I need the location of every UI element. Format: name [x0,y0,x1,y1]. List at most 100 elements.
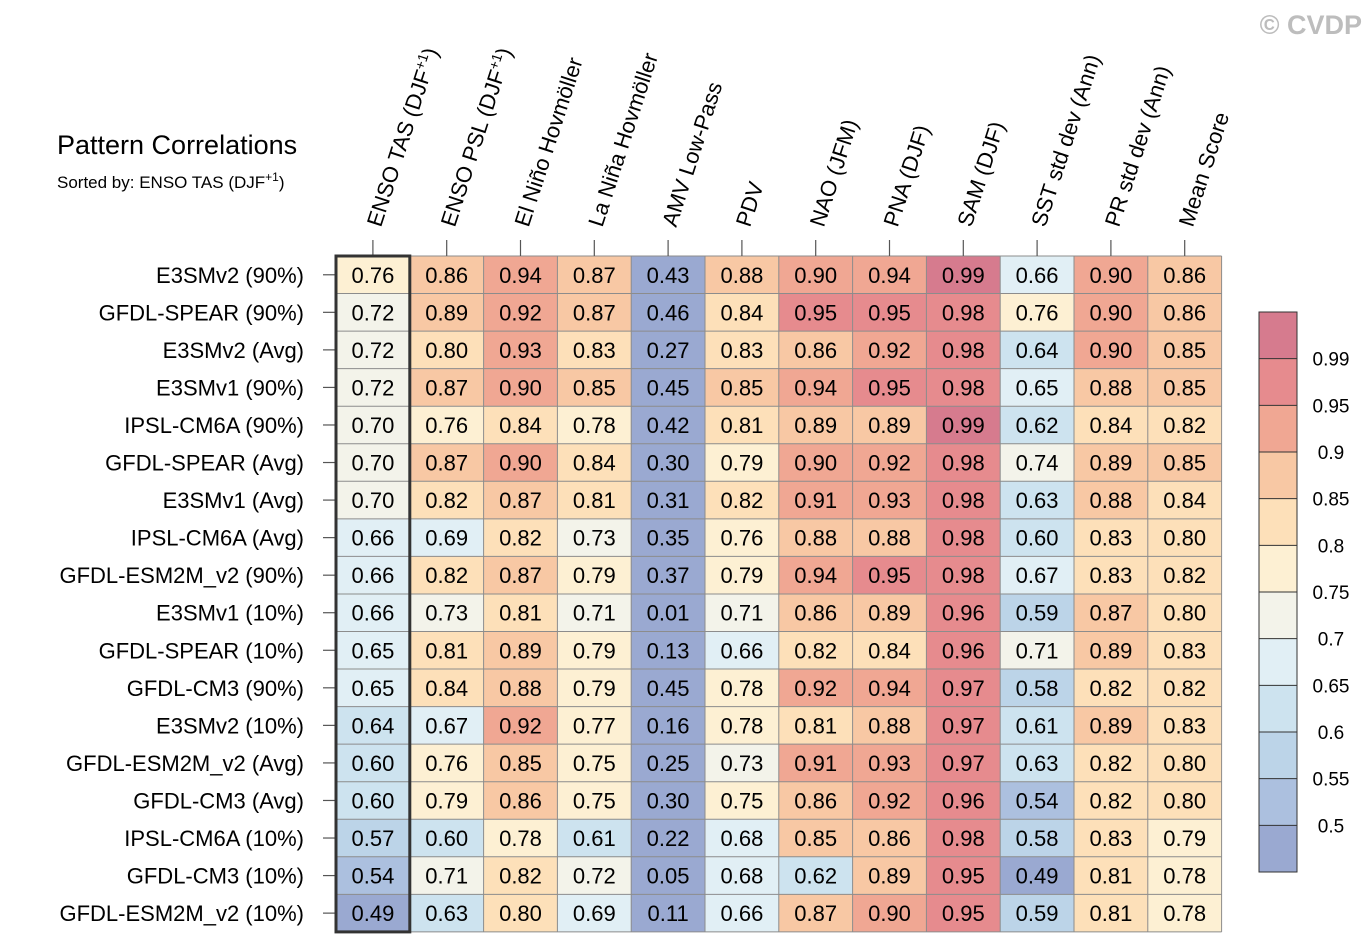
cell-value-label: 0.80 [1163,788,1206,813]
heatmap-cell [483,781,558,820]
heatmap-cell [631,744,705,782]
heatmap-cell [1074,443,1148,482]
cell-value-label: 0.65 [351,676,394,701]
cell-value-label: 0.71 [573,601,616,626]
heatmap-cell [778,819,853,857]
heatmap-cell [852,744,927,782]
cell-value-label: 0.94 [499,263,542,288]
cell-value-label: 0.45 [647,375,690,400]
heatmap-cell [631,631,705,670]
heatmap-cell [1147,331,1222,369]
cell-value-label: 0.79 [720,451,763,476]
cell-value-label: 0.62 [794,864,837,889]
heatmap-cell [483,744,558,782]
cell-value-label: 0.69 [573,901,616,926]
cell-value-label: 0.27 [647,338,690,363]
cell-value-label: 0.11 [648,901,689,926]
cell-value-label: 0.87 [425,451,468,476]
heatmap-cell [705,256,779,294]
cell-value-label: 0.82 [1089,788,1132,813]
cell-value-label: 0.49 [1016,864,1059,889]
cell-value-label: 0.73 [573,526,616,551]
cell-value-label: 0.98 [942,526,985,551]
heatmap-cell [336,481,410,519]
cell-value-label: 0.93 [868,751,911,776]
cell-value-label: 0.78 [499,826,542,851]
heatmap-cell [631,443,705,482]
heatmap-cell [336,744,410,782]
heatmap-cell [1074,706,1148,745]
subtitle-close: ) [279,173,285,192]
cell-value-label: 0.66 [720,638,763,663]
cell-value-label: 0.75 [573,751,616,776]
colorbar-tick-label: 0.5 [1318,816,1344,837]
cell-value-label: 0.90 [499,451,542,476]
heatmap-cell [409,856,484,895]
heatmap-cell [1147,894,1222,932]
cell-value-label: 0.98 [942,451,985,476]
heatmap-cell [483,443,558,482]
heatmap-cell [705,894,779,932]
cell-value-label: 0.90 [794,451,837,476]
cell-value-label: 0.84 [425,676,468,701]
heatmap-cell [336,669,410,707]
cell-value-label: 0.97 [942,751,985,776]
cell-value-label: 0.72 [351,375,394,400]
column-label-text: SST std dev (Ann) [1026,51,1105,229]
cell-value-label: 0.83 [1089,526,1132,551]
cell-value-label: 0.78 [573,413,616,438]
heatmap-cell [336,293,410,332]
heatmap-cell [409,481,484,519]
cell-value-label: 0.92 [868,338,911,363]
row-label: E3SMv2 (10%) [156,713,304,738]
heatmap-cell [705,406,779,444]
cell-value-label: 0.81 [794,713,837,738]
heatmap-cell [926,556,1001,594]
colorbar-box [1259,732,1297,779]
heatmap-cell [852,669,927,707]
cell-value-label: 0.82 [1163,563,1206,588]
cell-value-label: 0.89 [868,864,911,889]
cell-value-label: 0.96 [942,788,985,813]
column-label: El Niño Hovmöller [509,54,587,229]
heatmap-cell [557,706,632,745]
colorbar-tick-label: 0.75 [1313,583,1350,604]
heatmap-cell [1074,331,1148,369]
colorbar-frame [1258,311,1298,873]
cell-value-label: 0.75 [573,788,616,813]
column-label-text: PDV [731,178,769,229]
heatmap-cell [483,669,558,707]
cell-value-label: 0.89 [1089,713,1132,738]
cell-value-label: 0.31 [647,488,690,513]
cell-value-label: 0.85 [794,826,837,851]
colorbar-box [1259,358,1297,406]
cell-value-label: 0.71 [1016,638,1059,663]
heatmap-cell [852,481,927,519]
row-labels: E3SMv2 (90%) GFDL-SPEAR (90%) E3SMv2 (Avg)… [59,263,336,926]
heatmap-cell [336,406,410,444]
cell-value-label: 0.98 [942,338,985,363]
heatmap-cell [1147,406,1222,444]
row-label: IPSL-CM6A (10%) [124,826,304,851]
column-label-text: ENSO PSL (DJF [436,67,510,230]
row-label: IPSL-CM6A (Avg) [131,526,304,551]
heatmap-cell [1000,331,1074,369]
heatmap-gridlines [335,255,1223,933]
heatmap-cell [631,669,705,707]
heatmap-cell [852,781,927,820]
heatmap-cell [778,406,853,444]
column-label: PR std dev (Ann) [1100,63,1176,230]
heatmap-cell [705,368,779,407]
heatmap-cell [926,593,1001,632]
heatmap-cell [852,331,927,369]
heatmap-cell [336,556,410,594]
column-label: PDV [731,178,769,229]
heatmap-cell [926,256,1001,294]
cell-value-label: 0.66 [351,526,394,551]
row-label: E3SMv2 (90%) [156,263,304,288]
cell-value-label: 0.85 [1163,338,1206,363]
cell-value-label: 0.13 [647,638,690,663]
cell-value-label: 0.87 [425,375,468,400]
cell-value-label: 0.83 [720,338,763,363]
